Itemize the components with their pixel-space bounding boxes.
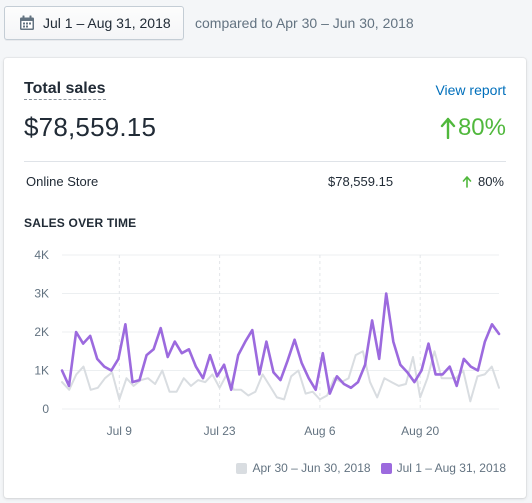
legend-swatch-current <box>380 462 392 474</box>
y-tick-label: 0 <box>42 402 49 416</box>
series-line-previous <box>61 350 500 403</box>
total-change-value: 80% <box>457 114 506 141</box>
x-tick-label: Aug 20 <box>401 424 439 438</box>
calendar-icon <box>20 15 34 30</box>
x-tick-label: Jul 23 <box>204 424 236 438</box>
y-tick-label: 1K <box>34 364 49 378</box>
total-change-indicator: 80% <box>440 114 506 142</box>
channel-value: $78,559.15 <box>328 174 394 189</box>
date-range-label: Jul 1 – Aug 31, 2018 <box>43 15 171 31</box>
series-line-current <box>60 292 501 395</box>
total-sales-value: $78,559.15 <box>24 112 157 142</box>
top-bar: Jul 1 – Aug 31, 2018 compared to Apr 30 … <box>0 0 532 52</box>
section-title: SALES OVER TIME <box>24 216 137 230</box>
arrow-up-icon <box>440 117 456 139</box>
arrow-up-icon <box>462 175 472 188</box>
channel-change: 80% <box>462 174 504 189</box>
sales-over-time-chart: 0 1K 2K 3K 4K Jul 9 Jul 23 Aug 6 Aug 20 <box>34 248 501 438</box>
total-sales-card: Total sales View report $78,559.15 80% O… <box>4 58 526 498</box>
card-title[interactable]: Total sales <box>24 80 106 100</box>
channel-change-value: 80% <box>477 174 504 189</box>
y-tick-label: 4K <box>34 248 49 262</box>
channel-row: Online Store $78,559.15 80% <box>24 174 506 194</box>
divider <box>24 161 506 162</box>
x-tick-label: Jul 9 <box>107 424 133 438</box>
legend-item-previous[interactable]: Apr 30 – Jun 30, 2018 <box>236 461 371 475</box>
comparison-text: compared to Apr 30 – Jun 30, 2018 <box>195 15 414 31</box>
y-tick-label: 2K <box>34 325 49 339</box>
x-tick-label: Aug 6 <box>304 424 336 438</box>
y-tick-label: 3K <box>34 287 49 301</box>
legend-label-previous: Apr 30 – Jun 30, 2018 <box>252 461 371 475</box>
chart-legend: Apr 30 – Jun 30, 2018 Jul 1 – Aug 31, 20… <box>236 461 506 475</box>
date-range-button[interactable]: Jul 1 – Aug 31, 2018 <box>4 6 184 40</box>
legend-swatch-previous <box>236 462 248 474</box>
view-report-link[interactable]: View report <box>435 82 506 98</box>
channel-name: Online Store <box>26 174 99 189</box>
legend-item-current[interactable]: Jul 1 – Aug 31, 2018 <box>380 461 506 475</box>
legend-label-current: Jul 1 – Aug 31, 2018 <box>396 461 506 475</box>
